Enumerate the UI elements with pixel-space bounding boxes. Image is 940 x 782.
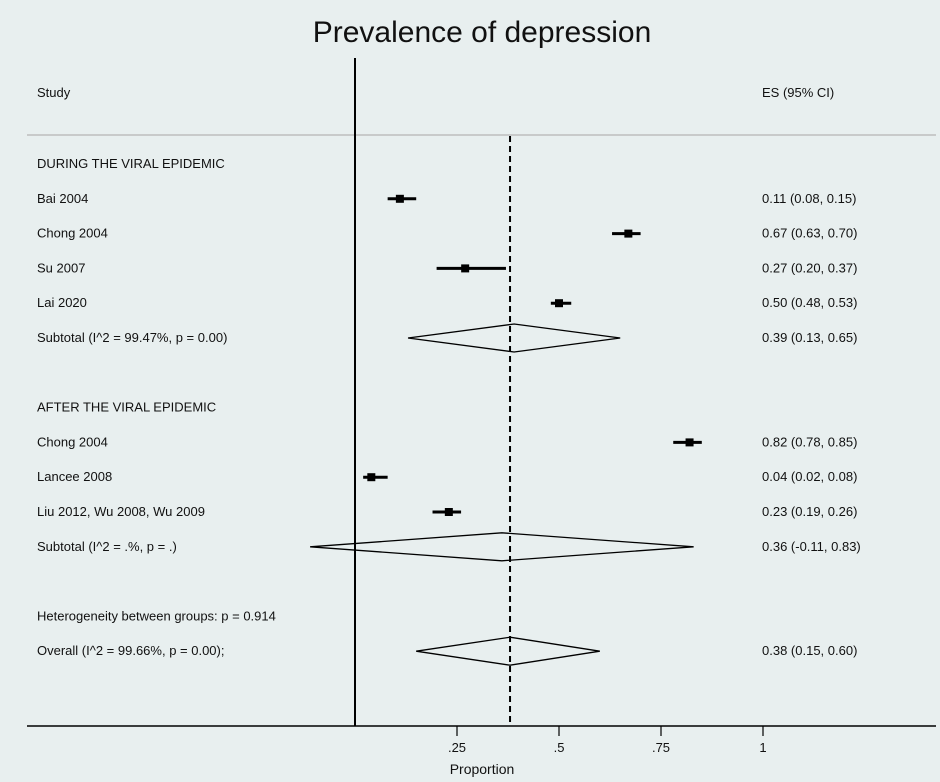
study-label: Su 2007 bbox=[37, 260, 85, 275]
study-es-ci: 0.04 (0.02, 0.08) bbox=[762, 469, 857, 484]
study-es-ci: 0.11 (0.08, 0.15) bbox=[762, 191, 856, 206]
column-header-study: Study bbox=[37, 85, 71, 100]
overall-es-ci: 0.38 (0.15, 0.60) bbox=[762, 643, 857, 658]
x-axis-label: Proportion bbox=[450, 761, 515, 777]
effect-marker bbox=[555, 299, 563, 308]
study-es-ci: 0.50 (0.48, 0.53) bbox=[762, 295, 857, 310]
study-es-ci: 0.82 (0.78, 0.85) bbox=[762, 434, 857, 449]
effect-marker bbox=[461, 264, 470, 273]
column-header-es: ES (95% CI) bbox=[762, 85, 834, 100]
study-label: Bai 2004 bbox=[37, 191, 88, 206]
x-tick-label: .75 bbox=[652, 740, 670, 755]
group-heading: AFTER THE VIRAL EPIDEMIC bbox=[37, 400, 216, 415]
x-tick-label: .5 bbox=[554, 740, 565, 755]
study-label: Lai 2020 bbox=[37, 295, 87, 310]
group-heading: DURING THE VIRAL EPIDEMIC bbox=[37, 156, 225, 171]
effect-marker bbox=[444, 508, 453, 516]
subtotal-diamond bbox=[407, 323, 621, 353]
overall-label: Overall (I^2 = 99.66%, p = 0.00); bbox=[37, 643, 224, 658]
rows-layer: DURING THE VIRAL EPIDEMIC Bai 2004 0.11 (0… bbox=[37, 156, 861, 666]
effect-marker bbox=[624, 229, 633, 238]
study-label: Chong 2004 bbox=[37, 434, 108, 449]
study-label: Liu 2012, Wu 2008, Wu 2009 bbox=[37, 504, 205, 519]
study-es-ci: 0.67 (0.63, 0.70) bbox=[762, 226, 857, 241]
chart-title: Prevalence of depression bbox=[313, 16, 652, 49]
heterogeneity-note: Heterogeneity between groups: p = 0.914 bbox=[37, 608, 276, 623]
study-label: Chong 2004 bbox=[37, 226, 108, 241]
study-es-ci: 0.23 (0.19, 0.26) bbox=[762, 504, 857, 519]
study-es-ci: 0.27 (0.20, 0.37) bbox=[762, 260, 857, 275]
subtotal-label: Subtotal (I^2 = 99.47%, p = 0.00) bbox=[37, 330, 227, 345]
x-axis-ticks: .25 .5 .75 1 bbox=[448, 726, 767, 755]
subtotal-diamond bbox=[310, 532, 694, 562]
x-tick-label: .25 bbox=[448, 740, 466, 755]
subtotal-es-ci: 0.36 (-0.11, 0.83) bbox=[762, 539, 861, 554]
subtotal-label: Subtotal (I^2 = .%, p = .) bbox=[37, 539, 177, 554]
effect-marker bbox=[685, 438, 694, 447]
effect-marker bbox=[367, 473, 376, 482]
effect-marker bbox=[395, 194, 404, 203]
overall-diamond bbox=[416, 636, 600, 666]
subtotal-es-ci: 0.39 (0.13, 0.65) bbox=[762, 330, 857, 345]
study-label: Lancee 2008 bbox=[37, 469, 112, 484]
x-tick-label: 1 bbox=[759, 740, 766, 755]
